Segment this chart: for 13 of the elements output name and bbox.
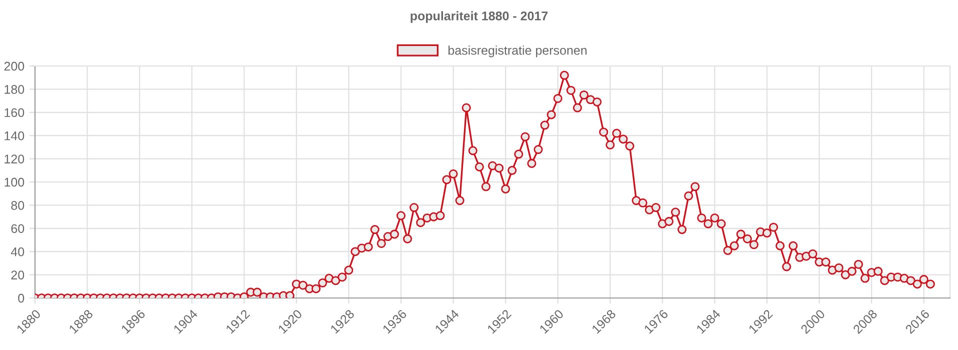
legend-label: basisregistratie personen (448, 46, 587, 58)
y-tick-label: 140 (4, 131, 24, 140)
y-tick-label: 100 (4, 178, 24, 187)
chart-title: populariteit 1880 - 2017 (410, 11, 548, 23)
y-tick-label: 200 (4, 62, 24, 71)
y-tick-label: 180 (4, 85, 24, 94)
y-tick-label: 120 (4, 154, 24, 164)
y-tick-label: 20 (11, 270, 24, 280)
y-tick-label: 0 (18, 294, 24, 303)
y-tick-label: 60 (11, 224, 24, 234)
y-tick-label: 160 (4, 108, 24, 118)
y-tick-label: 80 (11, 201, 24, 210)
y-tick-label: 40 (10, 247, 24, 256)
